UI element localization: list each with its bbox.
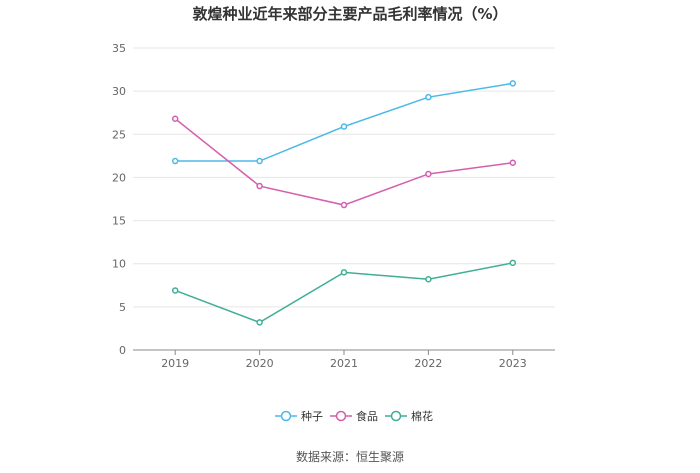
legend-label: 棉花 — [411, 409, 433, 423]
legend-marker — [390, 410, 402, 422]
y-tick-label: 35 — [112, 42, 126, 55]
series-line-2 — [174, 118, 513, 206]
data-point — [425, 93, 432, 101]
x-tick-label: 2019 — [161, 357, 189, 370]
series-line-1 — [175, 82, 513, 162]
y-tick-label: 10 — [112, 258, 126, 271]
data-point — [509, 159, 517, 167]
x-tick-label: 2022 — [414, 357, 442, 370]
grid — [133, 47, 555, 308]
data-point — [171, 115, 179, 123]
legend-item-1[interactable]: 种子 — [275, 409, 323, 423]
x-tick-label: 2023 — [499, 357, 527, 370]
legend-marker — [335, 410, 347, 422]
y-tick-label: 15 — [112, 215, 126, 228]
y-tick-label: 5 — [119, 301, 126, 314]
data-point — [171, 287, 179, 294]
data-point — [256, 157, 263, 165]
data-point — [256, 319, 263, 326]
data-point — [340, 201, 348, 209]
y-tick-label: 30 — [112, 85, 126, 98]
legend[interactable]: 种子 食品 棉花 — [275, 409, 433, 423]
y-tick-label: 0 — [119, 344, 126, 357]
legend-label: 种子 — [301, 409, 323, 423]
legend-item-2[interactable]: 食品 — [330, 409, 378, 423]
data-point — [425, 275, 432, 283]
y-axis: 0 5 10 15 20 25 30 35 — [112, 42, 126, 357]
data-point — [425, 170, 432, 178]
data-source: 数据来源：恒生聚源 — [296, 449, 404, 464]
data-point — [340, 269, 348, 276]
legend-item-3[interactable]: 棉花 — [385, 409, 433, 423]
x-tick-label: 2021 — [330, 357, 358, 370]
data-point — [340, 123, 348, 130]
data-point — [509, 80, 517, 87]
data-point — [256, 182, 263, 190]
chart-title: 敦煌种业近年来部分主要产品毛利率情况（%） — [192, 5, 507, 23]
y-tick-label: 20 — [112, 171, 126, 184]
legend-label: 食品 — [356, 409, 378, 423]
y-tick-label: 25 — [112, 128, 126, 141]
x-axis: 2019 2020 2021 2022 2023 — [133, 349, 555, 370]
legend-marker — [280, 410, 292, 422]
data-point — [509, 259, 517, 267]
data-point — [171, 157, 179, 165]
x-tick-label: 2020 — [246, 357, 274, 370]
series-group — [171, 80, 517, 326]
